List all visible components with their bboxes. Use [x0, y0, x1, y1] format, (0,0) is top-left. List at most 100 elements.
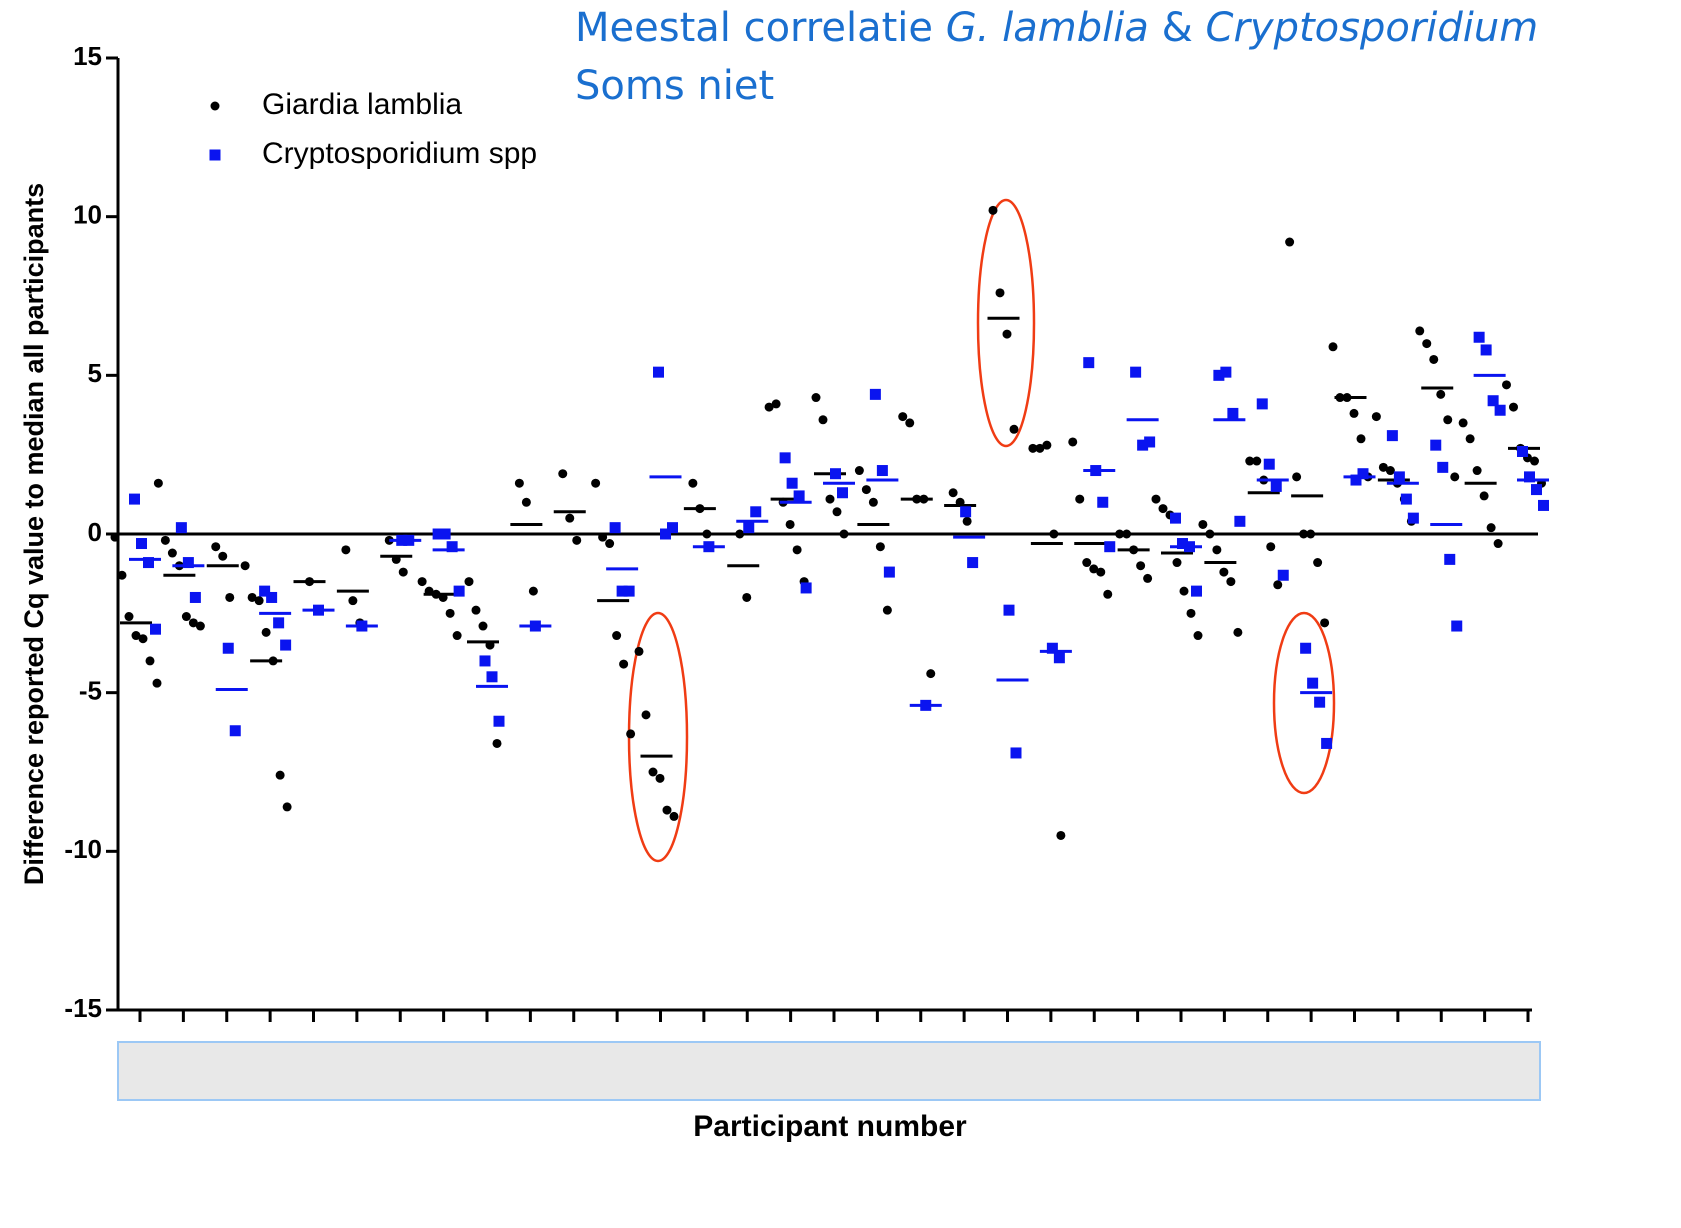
- point: [634, 646, 644, 656]
- y-tick-label: -5: [79, 676, 102, 706]
- point: [1198, 519, 1208, 529]
- point: [1472, 466, 1482, 476]
- point: [641, 710, 651, 720]
- point: [702, 529, 712, 539]
- point: [619, 659, 629, 669]
- point: [1213, 369, 1225, 381]
- point: [655, 773, 665, 783]
- point: [188, 618, 198, 628]
- point: [1371, 412, 1381, 422]
- point: [1053, 652, 1065, 664]
- point: [1415, 326, 1425, 336]
- point: [750, 506, 762, 518]
- point: [446, 541, 458, 553]
- point: [1266, 542, 1276, 552]
- legend-label: Giardia lamblia: [262, 88, 462, 121]
- point: [1270, 480, 1282, 492]
- point: [960, 506, 972, 518]
- point: [1028, 443, 1038, 453]
- y-tick-label: 15: [73, 41, 102, 71]
- point: [1191, 585, 1202, 597]
- point: [1480, 344, 1492, 356]
- point: [129, 493, 140, 505]
- point: [1122, 529, 1132, 539]
- y-tick-label: 5: [88, 358, 102, 388]
- point: [1277, 569, 1289, 581]
- point: [653, 366, 664, 378]
- y-tick-label: 10: [73, 200, 102, 230]
- point: [1378, 462, 1388, 472]
- point: [138, 634, 148, 644]
- point: [771, 399, 781, 409]
- point: [1356, 434, 1366, 444]
- point: [143, 557, 154, 569]
- point: [875, 542, 885, 552]
- legend-marker: [210, 101, 220, 111]
- point: [883, 566, 895, 578]
- point: [1320, 618, 1330, 628]
- point: [1350, 474, 1362, 486]
- point: [811, 393, 821, 403]
- point: [1068, 437, 1078, 447]
- point: [1430, 439, 1442, 451]
- point: [1407, 512, 1419, 524]
- point: [1104, 541, 1116, 553]
- point: [854, 466, 864, 476]
- point: [452, 631, 462, 641]
- point: [837, 487, 848, 499]
- point: [1158, 504, 1168, 514]
- y-tick-label: -15: [64, 993, 102, 1023]
- point: [1285, 237, 1295, 247]
- point: [1143, 573, 1153, 583]
- point: [1096, 567, 1106, 577]
- point: [926, 669, 936, 679]
- point: [612, 631, 622, 641]
- point: [453, 585, 465, 597]
- point: [598, 532, 608, 542]
- point: [1137, 439, 1149, 451]
- point: [1451, 620, 1463, 632]
- y-axis-label: Difference reported Cq value to median a…: [19, 183, 49, 885]
- point: [189, 591, 201, 603]
- point: [818, 415, 828, 425]
- point: [779, 452, 791, 464]
- point: [273, 617, 285, 629]
- point: [1465, 434, 1475, 444]
- point: [1473, 331, 1485, 343]
- point: [1502, 380, 1511, 390]
- highlight-ellipse: [976, 198, 1036, 448]
- point: [1299, 529, 1309, 539]
- point: [261, 627, 271, 637]
- point: [1136, 561, 1146, 571]
- point: [1458, 418, 1468, 428]
- point: [1212, 545, 1222, 555]
- point: [167, 548, 177, 558]
- point: [1517, 445, 1528, 457]
- point: [830, 468, 841, 480]
- point: [211, 542, 221, 552]
- point: [1450, 472, 1460, 482]
- point: [1328, 342, 1338, 352]
- point: [572, 535, 582, 545]
- point: [1509, 402, 1518, 412]
- annotation-part: &: [1162, 5, 1193, 51]
- y-tick-label: -10: [64, 834, 102, 864]
- point: [1422, 339, 1432, 349]
- point: [153, 478, 163, 488]
- point: [136, 538, 147, 550]
- point: [839, 529, 849, 539]
- point: [1115, 529, 1125, 539]
- point: [1097, 496, 1109, 508]
- point: [1321, 737, 1333, 749]
- point: [240, 561, 250, 571]
- point: [282, 802, 292, 812]
- point: [868, 497, 878, 507]
- point: [1273, 580, 1283, 590]
- point: [869, 388, 881, 400]
- point: [1524, 471, 1535, 483]
- point: [1256, 398, 1268, 410]
- point: [1437, 461, 1449, 473]
- point: [110, 532, 120, 542]
- point: [1103, 589, 1113, 599]
- point: [493, 715, 505, 727]
